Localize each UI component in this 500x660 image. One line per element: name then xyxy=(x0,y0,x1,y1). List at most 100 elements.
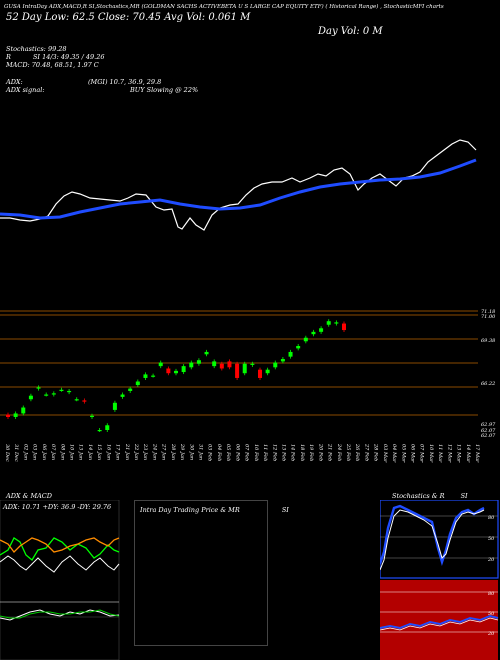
stoch-level-50: 50 xyxy=(488,536,495,542)
candle-body xyxy=(28,395,33,400)
mfi-level-20: 20 xyxy=(487,631,495,637)
date-tick: 06 Jan xyxy=(41,444,47,460)
candle-body xyxy=(334,322,339,324)
date-tick: 10 Mar xyxy=(428,444,434,463)
date-tick: 06 Feb xyxy=(234,444,240,461)
date-tick: 07 Mar xyxy=(419,444,425,463)
close-price-line xyxy=(0,139,477,231)
date-tick: 14 Jan xyxy=(87,444,93,460)
candle-body xyxy=(90,415,94,418)
date-tick: 10 Jan xyxy=(69,444,75,460)
date-tick: 02 Jan xyxy=(22,444,28,460)
candle-grid xyxy=(0,310,478,416)
date-tick: 30 Jan xyxy=(188,444,194,460)
date-axis: 30 Dec 31 Dec 02 Jan 03 Jan 06 Jan 07 Jan 08 J… xyxy=(4,443,480,463)
adx-green-line xyxy=(0,537,120,561)
date-tick: 30 Dec xyxy=(4,444,10,462)
date-tick: 27 Feb xyxy=(363,443,369,461)
date-tick: 14 Feb xyxy=(290,444,296,461)
date-tick: 10 Feb xyxy=(253,444,259,461)
candle-body xyxy=(135,381,140,386)
intraday-panel xyxy=(134,500,268,646)
date-tick: 15 Jan xyxy=(96,444,102,460)
candle-body xyxy=(280,359,285,362)
adx-white-line xyxy=(0,555,120,573)
date-tick: 13 Jan xyxy=(78,444,84,460)
stoch-level-20: 20 xyxy=(487,557,495,563)
price-tick: 69.38 xyxy=(481,338,495,344)
date-tick: 07 Feb xyxy=(244,444,250,461)
rsi-prefix: R xyxy=(6,53,11,61)
date-tick: 07 Jan xyxy=(50,444,56,460)
date-tick: 16 Jan xyxy=(105,444,111,460)
date-tick: 24 Feb xyxy=(336,443,342,461)
date-tick: 04 Mar xyxy=(391,444,397,463)
macd-signal-line xyxy=(0,609,120,619)
date-tick: 19 Feb xyxy=(308,444,314,461)
candle-body xyxy=(128,388,133,391)
date-tick: 28 Feb xyxy=(373,443,379,461)
adx-orange-line xyxy=(0,537,120,553)
candle-body xyxy=(250,363,255,365)
date-tick: 05 Mar xyxy=(400,444,406,463)
intraday-title-text: Intra Day Trading Price & MR xyxy=(140,506,240,514)
price-tick: 62.97 xyxy=(481,422,496,428)
date-tick: 12 Mar xyxy=(446,444,452,463)
candle-body xyxy=(166,368,171,374)
candle-body xyxy=(67,390,72,393)
date-tick: 08 Jan xyxy=(59,444,65,460)
adx-panel-title: ADX & MACD xyxy=(6,492,52,500)
date-tick: 03 Jan xyxy=(32,444,38,460)
price-axis: 71.18 71.00 69.38 66.22 62.97 62.07 62.0… xyxy=(481,309,496,439)
candle-body xyxy=(189,362,194,368)
date-tick: 26 Feb xyxy=(354,443,360,461)
date-tick: 17 Mar xyxy=(474,444,480,463)
candle-body xyxy=(242,363,247,374)
date-tick: 20 Feb xyxy=(317,443,323,461)
date-tick: 17 Jan xyxy=(115,444,121,460)
date-tick: 31 Dec xyxy=(13,444,19,462)
candle-body xyxy=(6,414,10,417)
date-tick: 29 Jan xyxy=(179,443,185,460)
candle-body xyxy=(143,374,148,378)
candle-body xyxy=(326,321,331,325)
macd-line xyxy=(0,609,120,621)
candle-body xyxy=(296,346,301,349)
stoch-mfi-panel: 80 50 20 80 50 20 xyxy=(380,500,499,660)
candle-body xyxy=(21,407,26,414)
candle-body xyxy=(13,413,18,417)
candle-body xyxy=(273,362,278,368)
rsi-text: SI 14/3: 49.35 / 49.26 xyxy=(32,53,105,61)
candle-body xyxy=(151,375,156,377)
adx-values: (MGI) 10.7, 36.9, 29.8 xyxy=(88,78,162,86)
stoch-d-line xyxy=(380,509,485,571)
adx-label: ADX: xyxy=(6,78,23,86)
candle-body xyxy=(288,351,293,357)
date-tick: 11 Feb xyxy=(262,444,268,461)
candle-body xyxy=(112,402,117,410)
candle-body xyxy=(174,370,178,374)
candle-body xyxy=(219,363,224,369)
candle-body xyxy=(44,394,49,396)
stoch-panel-title: Stochastics & R SI xyxy=(392,492,468,500)
date-tick: 24 Jan xyxy=(151,443,157,460)
date-tick: 05 Feb xyxy=(225,444,231,461)
candle-body xyxy=(311,331,316,335)
date-tick: 03 Feb xyxy=(207,444,213,461)
date-tick: 21 Feb xyxy=(327,443,333,461)
mfi-line xyxy=(380,614,499,630)
mfi-level-80: 80 xyxy=(488,591,495,597)
candlestick-chart: 71.18 71.00 69.38 66.22 62.97 62.07 62.0… xyxy=(0,309,496,439)
date-tick: 13 Mar xyxy=(456,444,462,463)
adx-signal-value: BUY Slowing @ 22% xyxy=(130,86,199,94)
intraday-panel-title: Intra Day Trading Price & MR SI xyxy=(140,506,289,514)
price-tick: 66.22 xyxy=(481,381,495,387)
candle-body xyxy=(59,389,64,391)
candle-body xyxy=(303,337,308,342)
price-tick: 71.18 xyxy=(481,309,495,315)
candle-body xyxy=(235,363,240,378)
date-tick: 25 Feb xyxy=(345,443,351,461)
day-volume: Day Vol: 0 M xyxy=(318,26,383,37)
candle-body xyxy=(258,369,262,378)
date-tick: 23 Jan xyxy=(142,443,148,460)
